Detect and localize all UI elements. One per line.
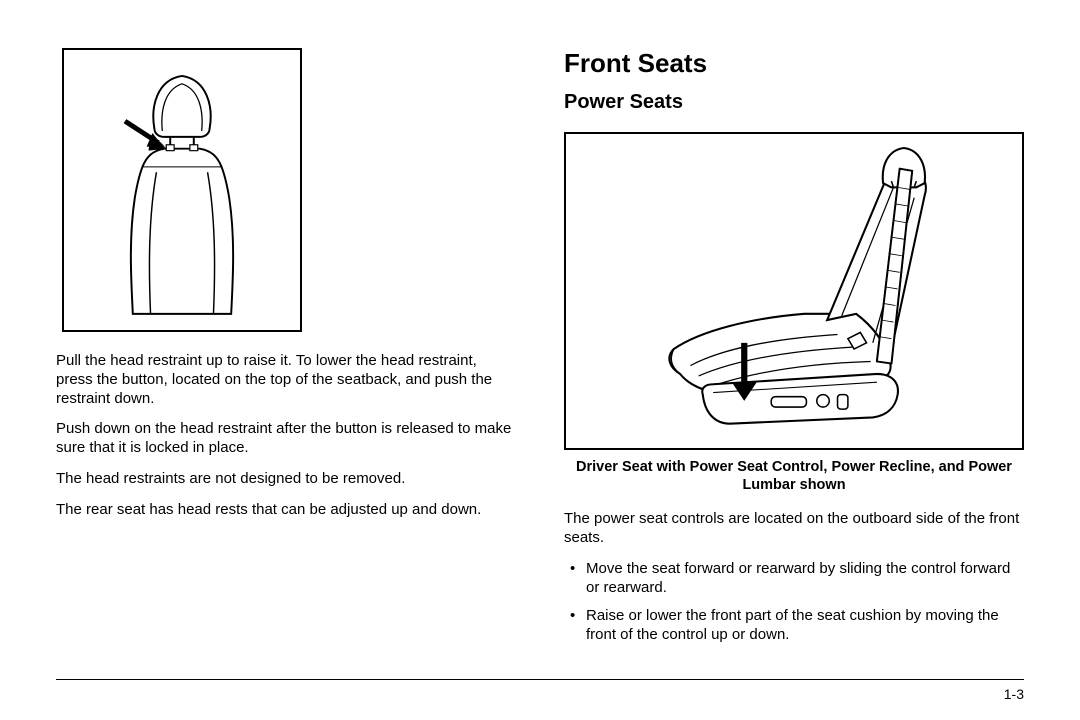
left-para-2: Push down on the head restraint after th…	[56, 420, 516, 458]
footer-rule	[56, 679, 1024, 680]
section-heading: Front Seats	[564, 48, 1024, 79]
head-restraint-figure	[62, 48, 302, 332]
left-para-3: The head restraints are not designed to …	[56, 470, 516, 489]
bullet-item: Move the seat forward or rearward by sli…	[586, 560, 1024, 598]
left-para-1: Pull the head restraint up to raise it. …	[56, 352, 516, 408]
left-column: Pull the head restraint up to raise it. …	[56, 48, 516, 668]
power-seat-illustration	[566, 134, 1022, 448]
power-seat-figure	[564, 132, 1024, 450]
bullet-item: Raise or lower the front part of the sea…	[586, 607, 1024, 645]
left-para-4: The rear seat has head rests that can be…	[56, 501, 516, 520]
subsection-heading: Power Seats	[564, 91, 1024, 114]
page-number: 1-3	[1004, 686, 1024, 702]
right-column: Front Seats Power Seats	[564, 48, 1024, 668]
head-restraint-illustration	[64, 50, 300, 330]
bullet-list: Move the seat forward or rearward by sli…	[564, 560, 1024, 655]
right-intro: The power seat controls are located on t…	[564, 510, 1024, 548]
figure-caption: Driver Seat with Power Seat Control, Pow…	[564, 458, 1024, 494]
